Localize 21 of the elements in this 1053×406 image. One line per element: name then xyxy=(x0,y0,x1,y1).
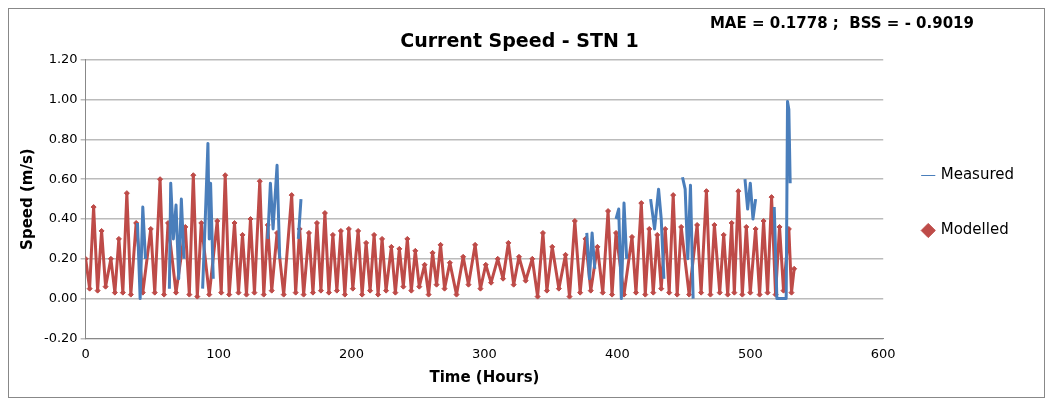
x-axis-title: Time (Hours) xyxy=(429,367,540,386)
y-tick-label: 1.20 xyxy=(48,51,78,67)
y-tick-label: -0.20 xyxy=(44,329,78,345)
y-tick-label: 0.00 xyxy=(48,289,78,305)
text: MAE = 0.1778 ; BSS = - 0.9019 xyxy=(709,14,974,33)
y-tick-label: 0.80 xyxy=(48,130,78,146)
y-tick-label: 1.00 xyxy=(48,90,78,106)
x-tick-label: 300 xyxy=(472,345,497,361)
legend-label: Modelled xyxy=(940,220,1009,239)
chart-title: Current Speed - STN 1 xyxy=(400,29,639,52)
x-tick-label: 100 xyxy=(206,345,231,361)
y-tick-label: 0.40 xyxy=(48,210,78,226)
y-tick-label: 0.60 xyxy=(48,170,78,186)
x-tick-label: 0 xyxy=(81,345,90,361)
x-tick-label: 400 xyxy=(604,345,630,361)
y-axis-title: Speed (m/s) xyxy=(17,148,36,250)
x-tick-label: 600 xyxy=(870,345,896,361)
legend-label: Measured xyxy=(940,165,1015,184)
y-tick-label: 0.20 xyxy=(48,250,78,266)
x-tick-label: 200 xyxy=(339,345,364,361)
x-tick-label: 500 xyxy=(737,345,763,361)
